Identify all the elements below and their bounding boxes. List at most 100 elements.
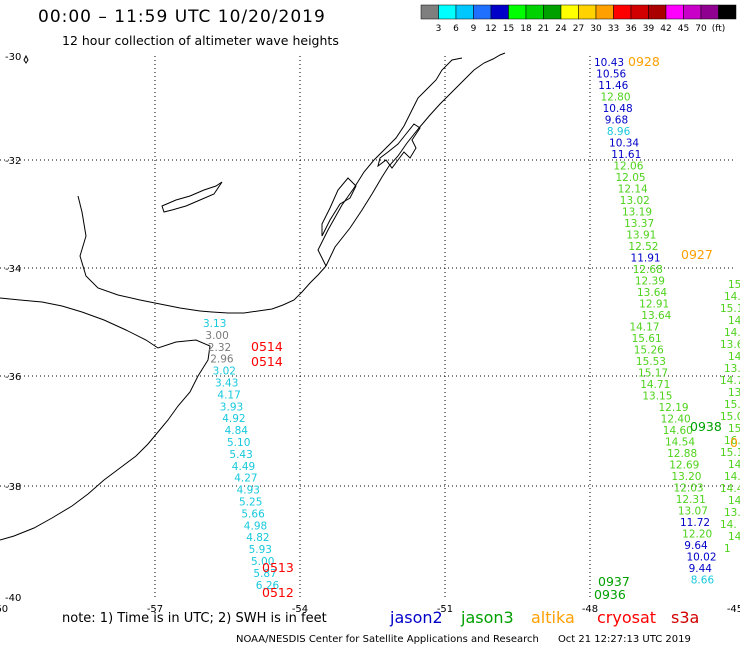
swh-value-label: 5.00 bbox=[251, 556, 274, 568]
color-scale-label: (ft) bbox=[712, 24, 726, 34]
swh-value-label: 13.84 bbox=[728, 387, 740, 399]
swh-value-label: 8.96 bbox=[607, 126, 631, 138]
color-scale-swatch bbox=[700, 4, 719, 20]
small-island bbox=[23, 54, 29, 64]
longitude-label: -60 bbox=[0, 604, 8, 615]
color-scale-swatch bbox=[578, 4, 597, 20]
swh-value-label: 9.64 bbox=[684, 540, 708, 552]
swh-value-label: 15.02 bbox=[724, 399, 740, 411]
color-scale-swatch bbox=[543, 4, 562, 20]
swh-value-label: 3.93 bbox=[220, 401, 243, 413]
swh-value-label: 13.20 bbox=[671, 471, 701, 483]
swh-value-label: 11.61 bbox=[611, 149, 641, 161]
pass-time-label: 0928 bbox=[628, 54, 660, 69]
color-scale-label: 42 bbox=[660, 24, 671, 34]
pass-time-label: 0 bbox=[730, 435, 738, 450]
color-scale-label: 9 bbox=[471, 24, 477, 34]
graticule-grid: -30 -32 -34 -36 -38 -40-60 -57 -54 -51 -48 -45 bbox=[0, 52, 740, 615]
uruguay-coast bbox=[199, 265, 327, 314]
swh-value-label: 14.88 bbox=[728, 459, 740, 471]
swh-value-label: 12.88 bbox=[667, 448, 697, 460]
pass-time-label: 0512 bbox=[262, 585, 294, 600]
color-scale-swatch bbox=[648, 4, 667, 20]
lagoa-dos-patos-inner bbox=[321, 177, 357, 237]
swh-value-label: 10.02 bbox=[686, 552, 716, 564]
swh-value-label: 13.91 bbox=[626, 230, 656, 242]
swh-value-label: 13.37 bbox=[624, 218, 654, 230]
latitude-label: -36 bbox=[5, 372, 21, 383]
pass-time-label: 0938 bbox=[690, 419, 722, 434]
color-scale-label: 30 bbox=[590, 24, 602, 34]
color-scale-swatch bbox=[718, 4, 737, 20]
swh-value-label: 14.17 bbox=[629, 322, 659, 334]
swh-value-label: 12.14 bbox=[618, 184, 648, 196]
swh-value-label: 15.61 bbox=[632, 333, 662, 345]
color-scale-swatch bbox=[595, 4, 614, 20]
swh-value-label: 9.44 bbox=[689, 563, 713, 575]
swh-value-label: 3.43 bbox=[215, 378, 238, 390]
color-scale-label: 21 bbox=[538, 24, 549, 34]
swh-value-label: 14. bbox=[720, 519, 737, 531]
swh-value-label: 10.43 bbox=[594, 57, 624, 69]
color-scale-swatch bbox=[683, 4, 702, 20]
latitude-label: -40 bbox=[5, 593, 21, 604]
color-scale-swatch bbox=[508, 4, 527, 20]
color-scale-bar: 3 6 9 12 15 18 21 24 27 30 33 36 39 42 45 70 (ft) bbox=[420, 4, 737, 34]
lagoa-dos-patos-outer bbox=[317, 57, 463, 267]
map-title: 00:00 – 11:59 UTC 10/20/2019 bbox=[38, 7, 326, 27]
latitude-label: -32 bbox=[5, 156, 21, 167]
swh-value-label: 12.06 bbox=[613, 161, 643, 173]
pass-time-label: 0514 bbox=[251, 339, 283, 354]
swh-value-label: 12.19 bbox=[659, 402, 689, 414]
swh-value-label: 14.77 bbox=[720, 375, 740, 387]
latitude-label: -30 bbox=[5, 52, 21, 63]
swh-value-label: 12.40 bbox=[661, 414, 691, 426]
swh-value-label: 4.93 bbox=[237, 485, 260, 497]
swh-value-label: 12.68 bbox=[633, 264, 663, 276]
latitude-label: -34 bbox=[5, 264, 21, 275]
swh-value-label: 1 bbox=[724, 543, 731, 555]
longitude-label: -57 bbox=[147, 604, 163, 615]
swh-value-label: 12.52 bbox=[628, 241, 658, 253]
color-scale-label: 36 bbox=[625, 24, 637, 34]
swh-value-label: 11.91 bbox=[631, 253, 661, 265]
swh-value-label: 14.97 bbox=[724, 471, 740, 483]
swh-value-label: 13.07 bbox=[678, 506, 708, 518]
color-scale-label: 33 bbox=[608, 24, 619, 34]
swh-value-label: 14.1 bbox=[728, 495, 740, 507]
coastline-brazil bbox=[325, 52, 506, 267]
color-scale-swatch bbox=[455, 4, 474, 20]
swh-value-label: 12.69 bbox=[669, 460, 699, 472]
color-scale-label: 3 bbox=[436, 24, 442, 34]
swh-value-label: 14.60 bbox=[663, 425, 693, 437]
interior-lake bbox=[161, 181, 223, 213]
longitude-label: -54 bbox=[292, 604, 308, 615]
lagoa-mirim bbox=[377, 123, 421, 169]
swh-value-label: 11.72 bbox=[680, 517, 710, 529]
footer-timestamp: Oct 21 12:27:13 UTC 2019 bbox=[557, 634, 691, 645]
color-scale-swatch bbox=[560, 4, 579, 20]
swh-value-label: 13.02 bbox=[620, 195, 650, 207]
swh-value-label: 4.49 bbox=[232, 461, 255, 473]
swh-value-label: 12.39 bbox=[635, 276, 665, 288]
swh-value-label: 4.82 bbox=[246, 532, 269, 544]
coastline bbox=[0, 52, 506, 541]
pass-time-label: 0514 bbox=[251, 354, 283, 369]
color-scale-swatch bbox=[420, 4, 439, 20]
color-scale-swatch bbox=[665, 4, 684, 20]
swh-value-label: 14.71 bbox=[640, 379, 670, 391]
map-footer: NOAA/NESDIS Center for Satellite Applica… bbox=[236, 634, 691, 645]
swh-value-label: 12.80 bbox=[600, 92, 630, 104]
pass-time-label: 0513 bbox=[262, 560, 294, 575]
swh-value-label: 12.91 bbox=[639, 299, 669, 311]
uruguay-river-bank bbox=[77, 195, 201, 312]
swh-value-label: 15.26 bbox=[634, 345, 664, 357]
swh-value-label: 14.4 bbox=[728, 315, 740, 327]
swh-value-label: 8.66 bbox=[691, 575, 715, 587]
swh-value-label: 9.68 bbox=[605, 115, 628, 127]
pass-time-label: 0937 bbox=[598, 574, 630, 589]
swh-value-label: 15.1 bbox=[720, 303, 740, 315]
swh-value-label: 4.27 bbox=[234, 473, 257, 485]
color-scale-swatch bbox=[630, 4, 649, 20]
